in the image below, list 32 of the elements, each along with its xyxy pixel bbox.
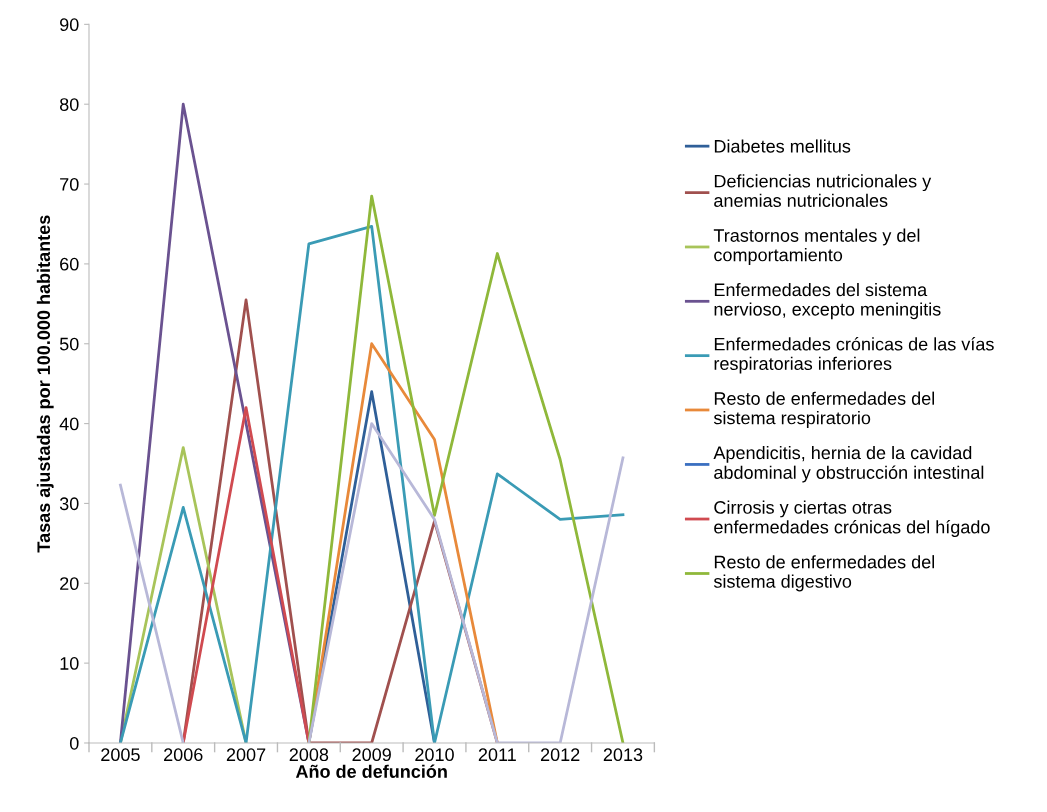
legend-label: Cirrosis y ciertas otras enfermedades crónicas del hígado [714, 500, 990, 538]
legend-label: Apendicitis, hernia de la cavidad abdominal y obstrucción intestinal [713, 445, 984, 483]
legend-label: Trastornos mentales y del comportamiento [713, 228, 920, 265]
x-tick-label: 2012 [540, 748, 580, 762]
y-tick-label: 70 [60, 177, 79, 191]
legend-label: Enfermedades del sistema nervioso, excepto meningitis [714, 282, 941, 320]
y-tick-label: 20 [60, 577, 79, 591]
y-tick-label: 90 [60, 18, 79, 32]
x-tick-label: 2010 [415, 748, 454, 762]
x-axis-title: Año de defunción [295, 764, 447, 778]
legend-label: Resto de enfermedades del sistema respiratorio [713, 391, 935, 428]
y-tick-label: 60 [60, 257, 79, 271]
line-series [119, 224, 625, 743]
x-tick-label: 2009 [352, 748, 391, 762]
x-tick-label: 2006 [164, 748, 203, 762]
y-tick-label: 80 [59, 98, 79, 111]
x-tick-label: 2008 [289, 748, 329, 762]
line-series [307, 194, 625, 743]
y-tick-label: 50 [59, 337, 79, 351]
x-tick-label: 2007 [226, 748, 266, 762]
y-tick-label: 30 [59, 497, 79, 511]
x-tick-label: 2011 [478, 748, 516, 762]
x-tick-label: 2005 [101, 748, 140, 762]
legend-label: Resto de enfermedades del sistema digestivo [713, 555, 935, 592]
x-tick-label: 2013 [603, 748, 643, 762]
y-tick-label: 40 [59, 417, 79, 431]
y-axis-title: Tasas ajustadas por 100.000 habitantes [36, 215, 54, 553]
legend-label: Enfermedades crónicas de las vías respiratorias inferiores [714, 337, 994, 374]
y-tick-label: 0 [69, 736, 79, 750]
legend-label: Deficiencias nutricionales y anemias nutricionales [714, 174, 932, 207]
legend-label: Diabetes mellitus [714, 139, 851, 153]
y-tick-label: 10 [60, 657, 79, 670]
